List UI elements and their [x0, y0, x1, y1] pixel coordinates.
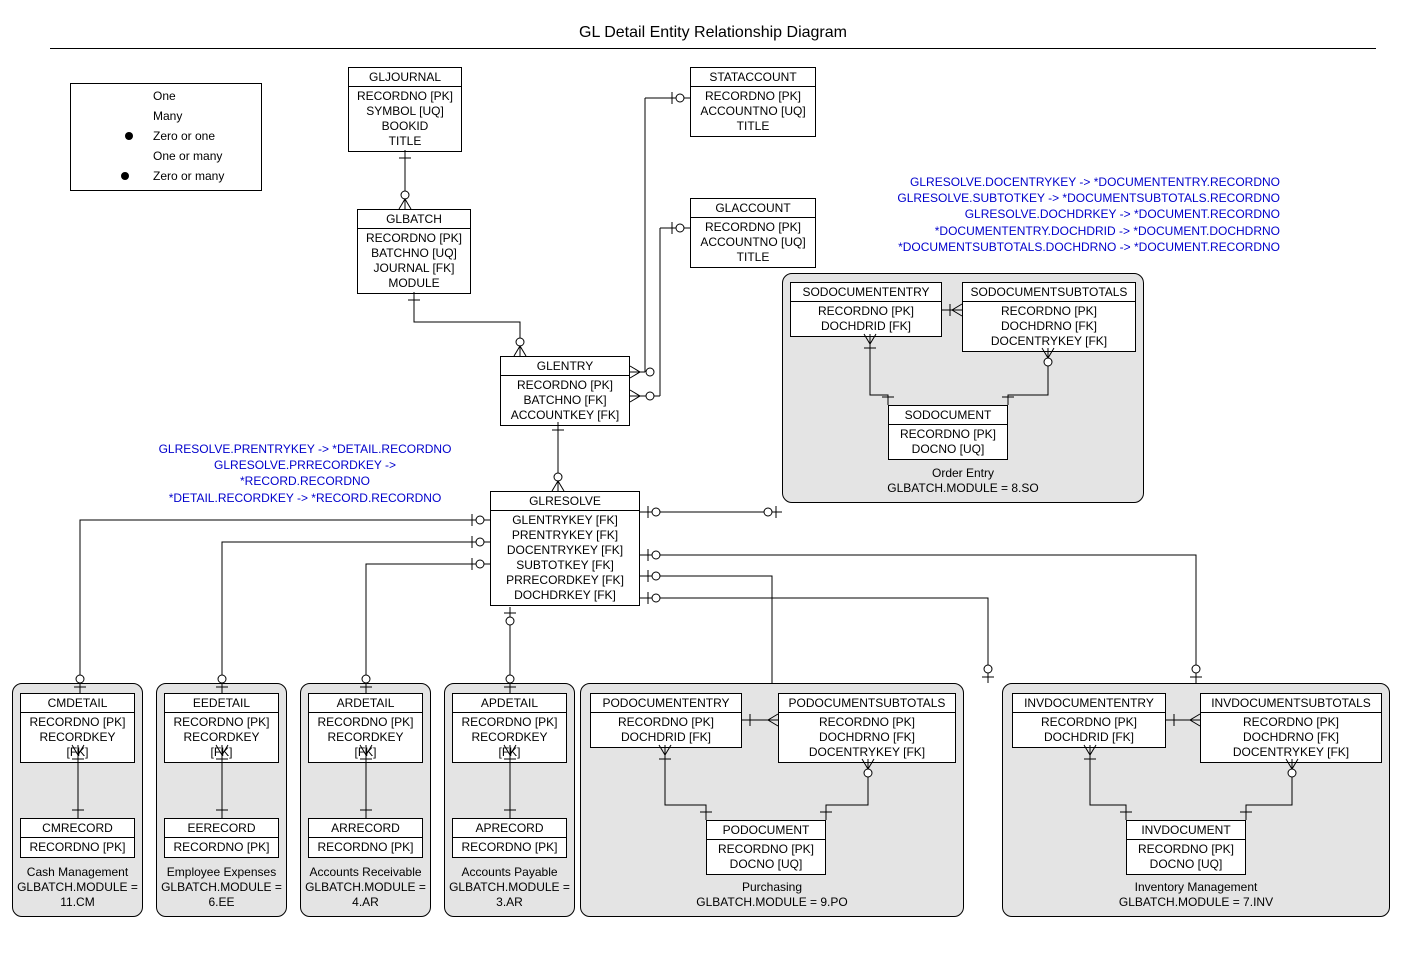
entity-podocsub: PODOCUMENTSUBTOTALS RECORDNO [PK]DOCHDRN…: [778, 693, 956, 763]
legend-zero-many: Zero or many: [153, 166, 224, 186]
entity-stataccount: STATACCOUNT RECORDNO [PK]ACCOUNTNO [UQ]T…: [690, 67, 816, 137]
entity-invdocentry: INVDOCUMENTENTRY RECORDNO [PK]DOCHDRID […: [1012, 693, 1166, 748]
legend-many: Many: [153, 106, 182, 126]
entity-sodocentry: SODOCUMENTENTRY RECORDNO [PK]DOCHDRID [F…: [790, 282, 942, 337]
entity-sodocument: SODOCUMENT RECORDNO [PK]DOCNO [UQ]: [888, 405, 1008, 460]
legend-one: One: [153, 86, 176, 106]
entity-sodocsub: SODOCUMENTSUBTOTALS RECORDNO [PK]DOCHDRN…: [962, 282, 1136, 352]
page-title: GL Detail Entity Relationship Diagram: [0, 24, 1426, 42]
entity-gljournal: GLJOURNAL RECORDNO [PK]SYMBOL [UQ]BOOKID…: [348, 67, 462, 152]
entity-apdetail: APDETAIL RECORDNO [PK]RECORDKEY [FK]: [452, 693, 567, 763]
entity-eerecord: EERECORD RECORDNO [PK]: [164, 818, 279, 858]
legend-zero-one: Zero or one: [153, 126, 215, 146]
entity-aprecord: APRECORD RECORDNO [PK]: [452, 818, 567, 858]
entity-ardetail: ARDETAIL RECORDNO [PK]RECORDKEY [FK]: [308, 693, 423, 763]
entity-glentry: GLENTRY RECORDNO [PK]BATCHNO [FK]ACCOUNT…: [500, 356, 630, 426]
legend: One Many Zero or one One or many Zero or…: [70, 83, 262, 191]
fk-notes-top: GLRESOLVE.DOCENTRYKEY -> *DOCUMENTENTRY.…: [860, 174, 1280, 255]
title-rule: [50, 48, 1376, 49]
entity-glaccount: GLACCOUNT RECORDNO [PK]ACCOUNTNO [UQ]TIT…: [690, 198, 816, 268]
entity-glbatch: GLBATCH RECORDNO [PK]BATCHNO [UQ]JOURNAL…: [357, 209, 471, 294]
entity-cmrecord: CMRECORD RECORDNO [PK]: [20, 818, 135, 858]
fk-notes-left: GLRESOLVE.PRENTRYKEY -> *DETAIL.RECORDNO…: [150, 441, 460, 506]
entity-podocument: PODOCUMENT RECORDNO [PK]DOCNO [UQ]: [706, 820, 826, 875]
entity-podocentry: PODOCUMENTENTRY RECORDNO [PK]DOCHDRID [F…: [590, 693, 742, 748]
entity-invdocument: INVDOCUMENT RECORDNO [PK]DOCNO [UQ]: [1126, 820, 1246, 875]
entity-eedetail: EEDETAIL RECORDNO [PK]RECORDKEY [FK]: [164, 693, 279, 763]
entity-glresolve: GLRESOLVE GLENTRYKEY [FK]PRENTRYKEY [FK]…: [490, 491, 640, 606]
entity-cmdetail: CMDETAIL RECORDNO [PK]RECORDKEY [FK]: [20, 693, 135, 763]
entity-invdocsub: INVDOCUMENTSUBTOTALS RECORDNO [PK]DOCHDR…: [1200, 693, 1382, 763]
legend-one-many: One or many: [153, 146, 222, 166]
entity-arrecord: ARRECORD RECORDNO [PK]: [308, 818, 423, 858]
